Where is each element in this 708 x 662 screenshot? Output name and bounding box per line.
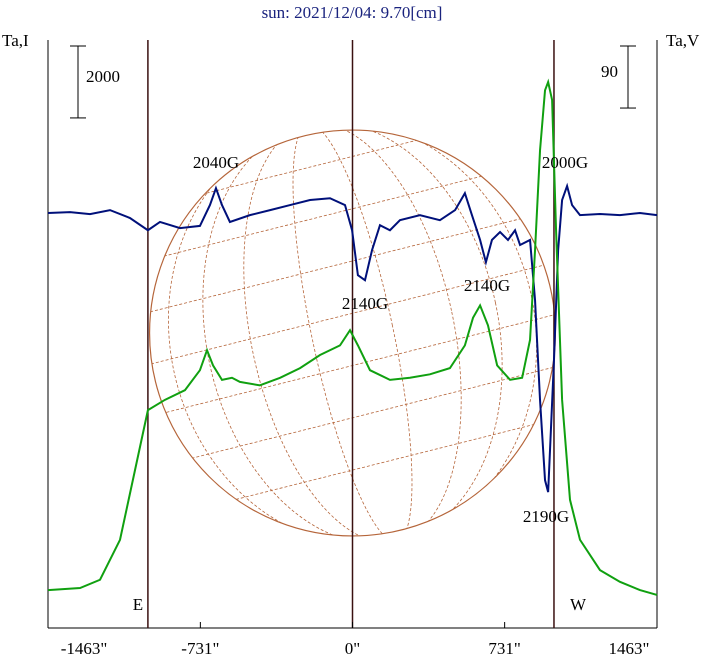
annotation: 2140G	[342, 294, 388, 313]
parallel	[149, 353, 556, 474]
parallel	[149, 204, 556, 325]
annotation: 2040G	[193, 153, 239, 172]
series-line	[47, 78, 658, 596]
x-tick-label: -1463"	[61, 639, 108, 658]
limb-label: E	[133, 595, 143, 614]
y-axis-label: Ta,I	[2, 31, 29, 50]
series-line	[47, 182, 658, 493]
parallel	[149, 130, 554, 226]
annotation: 2190G	[523, 507, 569, 526]
x-tick-label: 1463"	[609, 639, 650, 658]
annotation: 2000G	[542, 153, 588, 172]
meridian	[168, 130, 537, 536]
scale-bar-label: 2000	[86, 67, 120, 86]
limb-label: W	[570, 595, 587, 614]
x-tick-label: 731"	[488, 639, 520, 658]
chart-title: sun: 2021/12/04: 9.70[cm]	[262, 3, 443, 22]
x-tick-label: 0"	[345, 639, 360, 658]
scale-bar-label: 90	[601, 62, 618, 81]
x-tick-label: -731"	[181, 639, 219, 658]
meridian	[292, 130, 413, 536]
parallel	[149, 403, 556, 523]
annotation: 2140G	[464, 276, 510, 295]
parallel	[149, 304, 556, 424]
parallel	[149, 155, 556, 275]
meridian	[202, 130, 503, 536]
parallel	[149, 254, 556, 375]
y2-axis-label: Ta,V	[666, 31, 700, 50]
